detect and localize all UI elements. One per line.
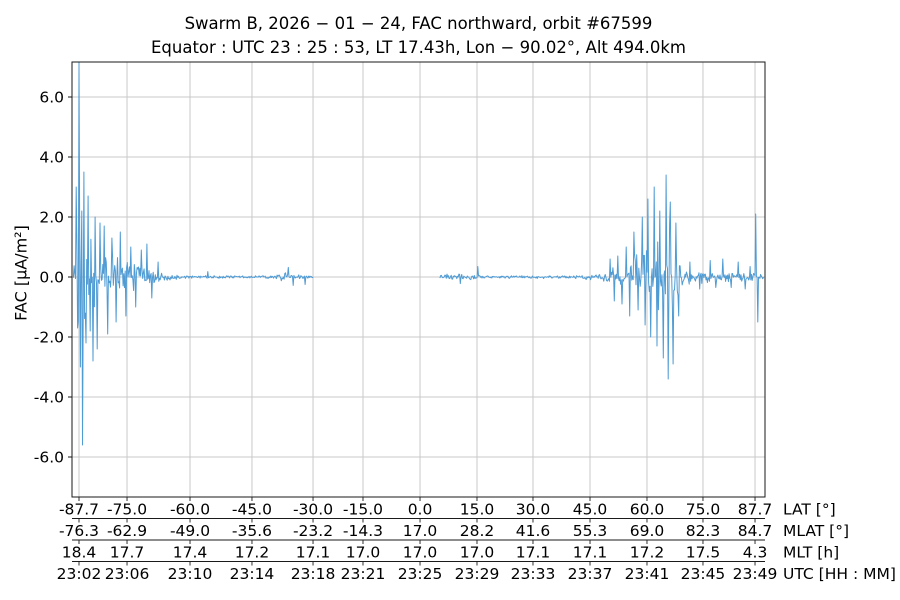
y-tick-label: 2.0 xyxy=(39,209,64,227)
axis-row-label: MLAT [°] xyxy=(783,522,849,540)
x-tick-label: -75.0 xyxy=(107,501,147,519)
x-tick-label: 23:33 xyxy=(511,565,556,583)
x-tick-label: 23:02 xyxy=(57,565,102,583)
plot-frame xyxy=(71,61,766,498)
x-tick-label: 23:25 xyxy=(398,565,443,583)
y-axis-label: FAC [μA/m²] xyxy=(11,225,31,321)
x-tick-label: -87.7 xyxy=(59,501,99,519)
axis-row-label: MLT [h] xyxy=(783,544,839,562)
x-tick-label: 23:37 xyxy=(568,565,613,583)
x-tick-label: 23:29 xyxy=(455,565,500,583)
axis-row-label: UTC [HH : MM] xyxy=(783,565,896,583)
x-tick-label: 17.1 xyxy=(516,544,551,562)
x-tick-label: 23:10 xyxy=(168,565,213,583)
y-tick-label: 0.0 xyxy=(39,269,64,287)
x-tick-label: 84.7 xyxy=(738,522,773,540)
fac-trace-segment xyxy=(72,62,314,446)
axis-row-label: LAT [°] xyxy=(783,501,836,519)
x-tick-label: 23:21 xyxy=(341,565,386,583)
x-tick-label: 23:18 xyxy=(291,565,336,583)
x-tick-label: -49.0 xyxy=(170,522,210,540)
x-tick-label: 17.0 xyxy=(403,522,438,540)
x-tick-label: 17.0 xyxy=(460,544,495,562)
x-tick-label: 23:06 xyxy=(105,565,150,583)
x-tick-label: 17.2 xyxy=(235,544,270,562)
x-tick-label: 75.0 xyxy=(686,501,721,519)
x-tick-label: 17.0 xyxy=(346,544,381,562)
x-tick-label: 41.6 xyxy=(516,522,551,540)
x-tick-label: 23:49 xyxy=(733,565,778,583)
x-tick-label: 28.2 xyxy=(460,522,495,540)
x-tick-label: 15.0 xyxy=(460,501,495,519)
y-tick-label: 6.0 xyxy=(39,89,64,107)
x-tick-label: -60.0 xyxy=(170,501,210,519)
x-tick-label: 82.3 xyxy=(686,522,721,540)
x-tick-label: 17.0 xyxy=(403,544,438,562)
x-tick-label: -14.3 xyxy=(343,522,383,540)
x-tick-label: 18.4 xyxy=(62,544,97,562)
x-tick-label: 69.0 xyxy=(630,522,665,540)
x-tick-label: 0.0 xyxy=(408,501,433,519)
y-tick-label: -4.0 xyxy=(34,389,64,407)
y-tick-label: -6.0 xyxy=(34,449,64,467)
x-tick-label: 55.3 xyxy=(573,522,608,540)
x-tick-label: -30.0 xyxy=(293,501,333,519)
x-tick-label: -62.9 xyxy=(107,522,147,540)
x-tick-label: -76.3 xyxy=(59,522,99,540)
x-tick-label: -45.0 xyxy=(232,501,272,519)
x-tick-label: -15.0 xyxy=(343,501,383,519)
x-tick-label: 45.0 xyxy=(573,501,608,519)
x-tick-label: 17.1 xyxy=(573,544,608,562)
chart-title: Swarm B, 2026 − 01 − 24, FAC northward, … xyxy=(184,14,653,33)
x-tick-label: 23:45 xyxy=(681,565,726,583)
x-tick-label: 17.1 xyxy=(296,544,331,562)
x-tick-label: 23:14 xyxy=(230,565,275,583)
x-tick-label: -23.2 xyxy=(293,522,333,540)
x-tick-label: 87.7 xyxy=(738,501,773,519)
x-tick-label: 17.5 xyxy=(686,544,721,562)
y-tick-label: -2.0 xyxy=(34,329,64,347)
x-tick-label: 4.3 xyxy=(743,544,768,562)
x-tick-label: 17.2 xyxy=(630,544,665,562)
chart-subtitle: Equator : UTC 23 : 25 : 53, LT 17.43h, L… xyxy=(150,38,687,57)
y-tick-label: 4.0 xyxy=(39,149,64,167)
x-tick-label: 17.7 xyxy=(110,544,145,562)
fac-trace-segment xyxy=(439,174,764,380)
x-tick-label: 17.4 xyxy=(173,544,208,562)
x-tick-label: -35.6 xyxy=(232,522,272,540)
x-tick-label: 23:41 xyxy=(625,565,670,583)
x-tick-label: 60.0 xyxy=(630,501,665,519)
x-tick-label: 30.0 xyxy=(516,501,551,519)
